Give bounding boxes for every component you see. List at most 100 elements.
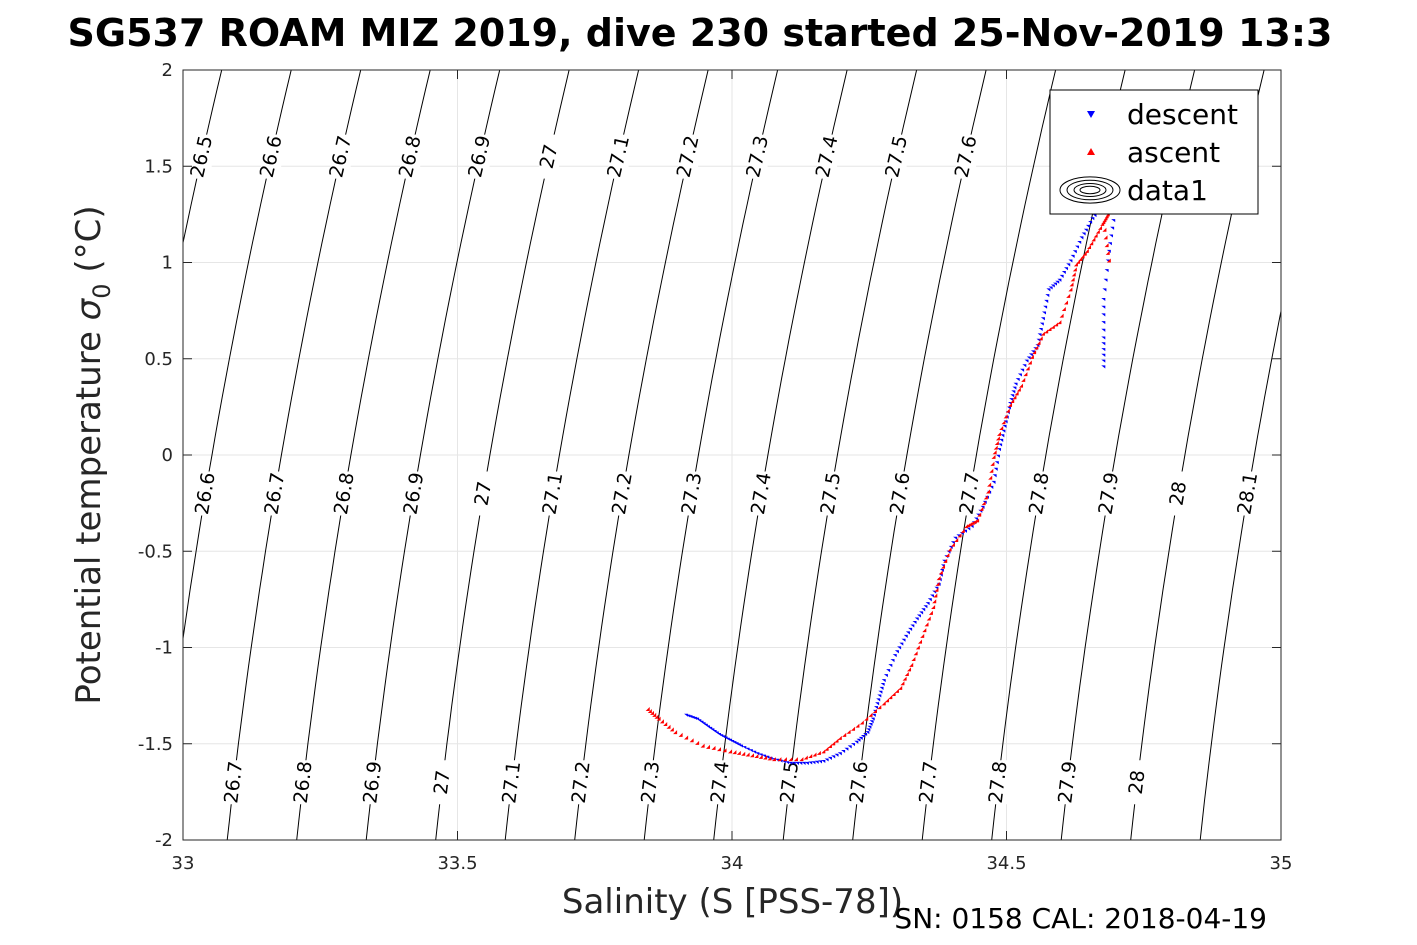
ascent-marker [745,752,750,757]
contour-label-gap [1237,471,1258,516]
descent-marker [1088,221,1093,225]
descent-marker [697,719,702,723]
ascent-marker [812,752,817,757]
ascent-marker [1066,293,1071,298]
ascent-marker [964,524,969,529]
contour-label-gap [293,760,314,805]
descent-marker [752,750,757,754]
descent-marker [880,683,885,687]
ascent-marker [1057,320,1062,325]
ascent-marker [1008,402,1013,407]
contour-label: 27.2 [608,471,637,516]
ascent-marker [945,553,950,558]
contour-label: 27.1 [498,760,525,805]
ascent-marker [938,570,943,575]
descent-marker [992,474,997,478]
descent-marker [706,725,711,729]
descent-marker [946,550,951,554]
ascent-marker [793,757,798,762]
ascent-marker [909,662,914,667]
descent-marker [1055,280,1060,284]
descent-marker [837,752,842,756]
ascent-marker [936,576,941,581]
ascent-marker [898,685,903,690]
contour-label: 27.3 [637,760,664,805]
descent-marker [969,525,974,529]
descent-marker [710,728,715,732]
descent-marker [695,717,700,721]
ascent-marker [1016,387,1021,392]
contour-label-gap [1098,471,1119,516]
ascent-marker [885,698,890,703]
descent-marker [851,743,856,747]
descent-marker [938,573,943,577]
ascent-marker [1101,220,1106,225]
descent-marker [791,761,796,765]
descent-marker [719,734,724,738]
descent-marker [1028,353,1033,357]
contour-label-gap [820,471,841,516]
descent-marker [865,731,870,735]
x-tick-label: 33.5 [437,853,477,874]
ascent-marker [1001,420,1006,425]
ascent-marker [788,757,793,762]
ascent-marker [837,735,842,740]
descent-marker [690,716,695,720]
contour-label-gap [751,471,772,516]
descent-marker [910,624,915,628]
contour-label: 26.8 [330,471,359,516]
ascent-marker [1068,287,1073,292]
contour-label: 27 [471,480,497,508]
scatter-series [645,200,1117,765]
ascent-marker [997,431,1002,436]
ascent-marker [666,724,671,729]
ascent-marker [803,755,808,760]
axis-ticks: 33 33.5 34 34.5 35 -2 -1.5 -1 -0.5 0 0.5 1 1.5 2 [138,60,1293,874]
descent-marker [914,617,919,621]
legend-contour-marker [1066,179,1114,201]
contour-label: 27.2 [673,134,704,180]
contour-label-gap [1057,760,1078,805]
ascent-marker [834,738,839,743]
descent-marker [703,723,708,727]
descent-marker [821,760,826,764]
y-tick-label: 1.5 [144,156,173,177]
ascent-marker [656,716,661,721]
ascent-marker [736,750,741,755]
contour-label-gap [261,134,282,179]
legend: descent ascent data1 [1049,89,1259,215]
contour-label: 27.7 [955,471,984,516]
ascent-marker [782,757,787,762]
x-tick-label: 35 [1270,853,1293,874]
ascent-marker [918,639,923,644]
descent-marker [811,761,816,765]
contour-label: 28.1 [1233,471,1262,516]
legend-ascent-marker [1087,148,1095,155]
legend-contour-marker [1079,185,1101,195]
descent-marker [875,702,880,706]
ascent-marker [986,489,991,494]
svg-text:Potential temperature σ0 (°C): Potential temperature σ0 (°C) [69,205,116,704]
legend-label-ascent: ascent [1127,136,1220,169]
ascent-marker [911,657,916,662]
contour-label: 26.7 [220,760,247,805]
ascent-marker [1012,395,1017,400]
ascent-marker [999,426,1004,431]
ascent-marker [922,628,927,633]
descent-marker [1092,214,1097,218]
descent-marker [1050,284,1055,288]
contour-label: 27.8 [985,760,1012,805]
ascent-marker [977,512,982,517]
descent-marker [868,723,873,727]
descent-marker [881,679,886,683]
descent-marker [1057,278,1062,282]
ascent-marker [1014,391,1019,396]
ascent-marker [767,756,772,761]
descent-marker [717,733,722,737]
descent-marker [844,747,849,751]
descent-marker [725,737,730,741]
descent-marker [1090,217,1095,221]
contour-label-gap [473,471,494,516]
ascent-marker [650,710,655,715]
ascent-marker [1040,331,1045,336]
